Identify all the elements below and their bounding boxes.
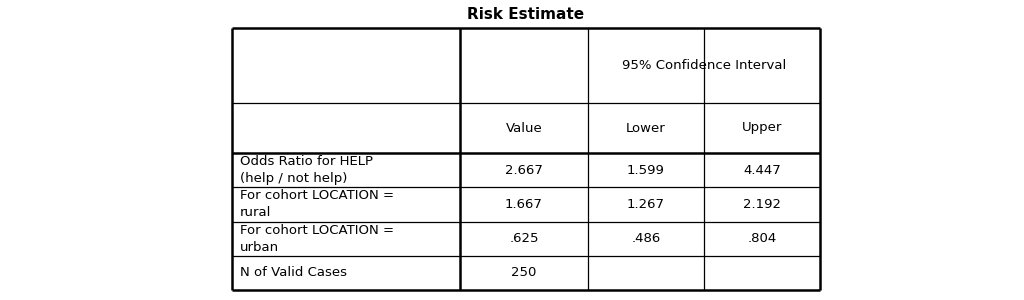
Text: 2.192: 2.192: [743, 198, 781, 211]
Text: .804: .804: [748, 232, 776, 245]
Text: .486: .486: [632, 232, 660, 245]
Text: 95% Confidence Interval: 95% Confidence Interval: [622, 59, 786, 72]
Text: 2.667: 2.667: [505, 164, 543, 177]
Text: Value: Value: [506, 122, 543, 134]
Text: 1.599: 1.599: [627, 164, 665, 177]
Text: 250: 250: [511, 266, 537, 279]
Text: Risk Estimate: Risk Estimate: [467, 7, 585, 22]
Text: N of Valid Cases: N of Valid Cases: [240, 266, 347, 279]
Text: 1.267: 1.267: [627, 198, 665, 211]
Text: 4.447: 4.447: [743, 164, 781, 177]
Text: For cohort LOCATION =
urban: For cohort LOCATION = urban: [240, 224, 394, 254]
Text: .625: .625: [509, 232, 539, 245]
Text: 1.667: 1.667: [505, 198, 543, 211]
Text: Upper: Upper: [741, 122, 782, 134]
Text: Lower: Lower: [626, 122, 666, 134]
Text: Odds Ratio for HELP
(help / not help): Odds Ratio for HELP (help / not help): [240, 155, 373, 185]
Text: For cohort LOCATION =
rural: For cohort LOCATION = rural: [240, 189, 394, 219]
